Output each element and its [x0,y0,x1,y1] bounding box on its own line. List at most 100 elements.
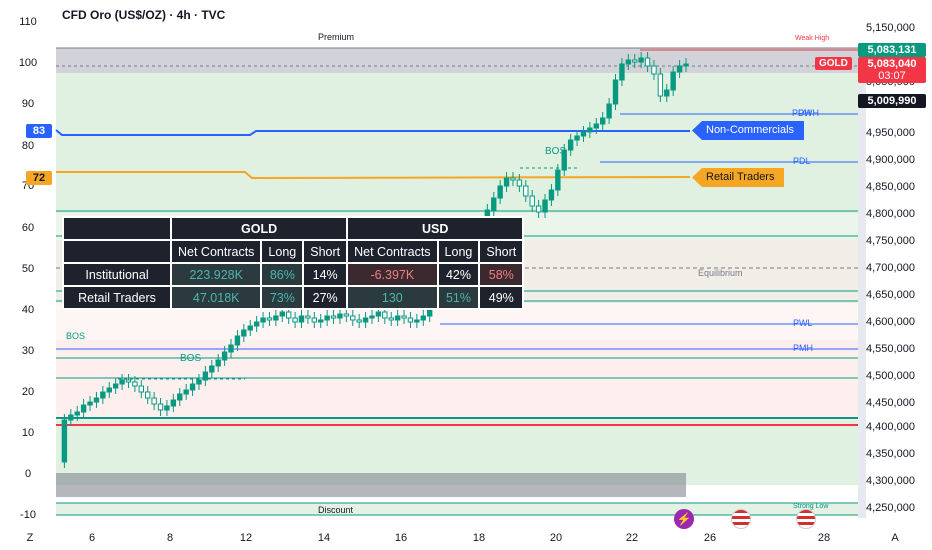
candle-body [164,405,170,411]
candle-body [632,59,638,63]
gold-short-cell: 27% [302,285,349,310]
candle-body [228,344,234,353]
candle-body [318,319,324,323]
right-axis-tick: 4,650,000 [866,289,915,301]
gold-symbol-badge: GOLD [815,57,852,70]
candle-body [497,185,503,199]
usd-long-cell: 42% [436,262,481,287]
right-axis-tick: 4,600,000 [866,316,915,328]
us-flag-icon[interactable] [796,509,816,529]
right-axis-tick: 4,750,000 [866,235,915,247]
lightning-icon[interactable]: ⚡ [674,509,694,529]
candle-body [388,317,394,321]
strong-low-label: Strong Low [793,503,829,510]
table-corner [62,216,172,241]
candle-body [196,379,202,385]
usd-net-header: Net Contracts [346,239,439,264]
right-axis-tick: 4,900,000 [866,154,915,166]
premium-label: Premium [318,32,355,42]
bearish-zone-lower [56,340,858,420]
time-tick: 16 [394,532,408,544]
row-label: Institutional [62,262,172,287]
pdh-label: PDH [792,108,812,118]
time-tick: 22 [625,532,639,544]
candle-body [503,177,510,187]
gold-long-cell: 86% [260,262,305,287]
candle-body [670,71,676,91]
left-axis-tick: 0 [24,468,32,480]
candle-body [599,117,606,125]
candle-body [157,403,164,411]
candle-body [170,399,177,407]
equilibrium-label: Equilibrium [698,268,743,278]
gold-short-header: Short [302,239,349,264]
candle-body [221,351,228,361]
candle-body [132,381,138,387]
usd-short-cell: 58% [478,262,525,287]
right-axis-tick: 5,150,000 [866,22,915,34]
candle-body [625,59,632,65]
candle-body [369,315,375,319]
right-axis-tick: 4,700,000 [866,262,915,274]
candle-body [638,57,644,63]
candle-body [657,73,664,97]
candle-body [279,311,285,317]
candle-body [574,135,580,141]
gold-group-header: GOLD [169,216,349,241]
candle-body [491,197,497,211]
usd-net-cell: 130 [346,285,439,310]
left-axis-tick: 10 [21,427,35,439]
chart-title: CFD Oro (US$/OZ) · 4h · TVC [62,8,226,22]
pwh-label: PWH [798,108,819,118]
usd-short-cell: 49% [478,285,525,310]
pmh-label: PMH [793,343,813,353]
usd-long-cell: 51% [436,285,481,310]
left-axis-tick: 100 [18,57,38,69]
right-axis-tick: 4,400,000 [866,421,915,433]
candle-body [305,315,311,319]
time-tick: 18 [472,532,486,544]
candle-body [420,315,426,321]
bos-label: BOS [180,353,202,364]
candle-body [189,383,196,391]
candle-body [112,383,119,389]
candle-body [644,57,651,67]
candle-body [394,315,401,321]
candle-body [93,397,100,403]
weak-high-label: Weak High [795,35,830,42]
candle-body [145,391,151,399]
us-flag-icon[interactable] [731,509,751,529]
gold-long-cell: 73% [260,285,305,310]
left-axis-tick: 80 [21,140,35,152]
time-tick: 12 [239,532,253,544]
time-tick: 20 [549,532,563,544]
gold-short-cell: 14% [302,262,349,287]
candle-body [356,319,362,323]
candle-body [401,315,407,319]
candle-body [273,315,279,321]
retail-traders-line [56,171,691,180]
time-tick: 28 [817,532,831,544]
row-label: Retail Traders [62,285,172,310]
right-axis-tick: 4,800,000 [866,208,915,220]
level-price-badge: 5,009,990 [858,94,926,108]
left-axis-tick: 40 [21,304,35,316]
time-tick: 14 [317,532,331,544]
candle-body [567,139,574,151]
candle-body [683,63,689,67]
candle-body [529,195,535,207]
bos-label: BOS [545,146,567,157]
left-axis-tick: 50 [21,263,35,275]
right-axis-tick: 4,550,000 [866,343,915,355]
retail-value-badge: 72 [26,171,52,185]
candle-body [61,419,68,463]
candle-body [587,127,593,133]
candle-body [343,313,350,317]
candle-body [612,79,619,105]
usd-net-cell: -6.397K [346,262,439,287]
non-commercials-line [55,129,690,136]
time-tick: 26 [703,532,717,544]
cot-table: GOLD USD Net Contracts Long Short Net Co… [62,216,525,310]
table-row: Institutional 223.928K 86% 14% -6.397K 4… [62,262,525,287]
